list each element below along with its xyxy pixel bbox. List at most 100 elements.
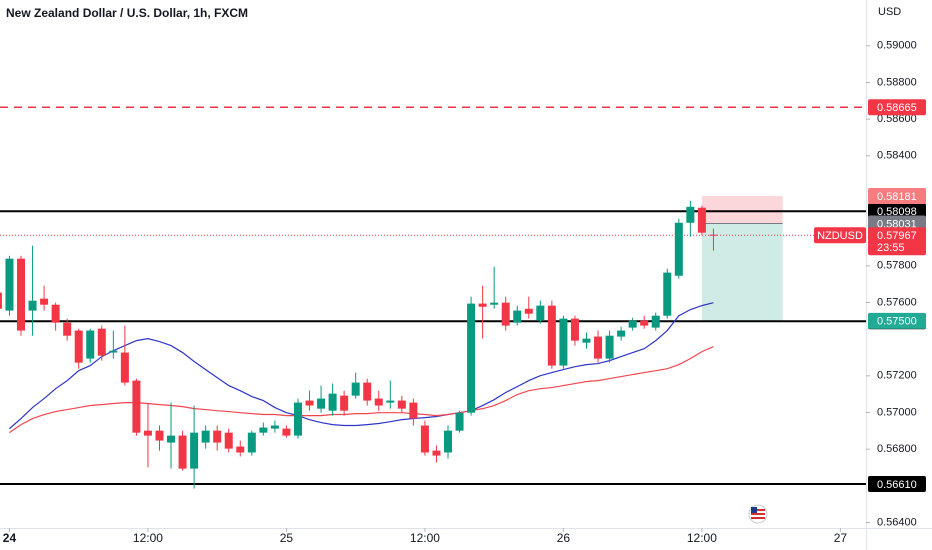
candle-body	[513, 310, 522, 323]
flag-canton	[751, 507, 757, 513]
plot-area	[0, 106, 866, 489]
candle-body	[455, 412, 464, 431]
candle-body	[570, 318, 579, 341]
flag-icon	[748, 504, 768, 524]
currency-label: USD	[878, 6, 901, 18]
candle-body	[628, 320, 637, 328]
candle-body	[409, 402, 418, 419]
candle-body	[167, 435, 176, 443]
flag-stripe	[751, 509, 765, 511]
symbol-tag	[814, 227, 866, 244]
candle-body	[547, 305, 556, 366]
candle-body	[74, 330, 83, 363]
x-tick-label: 24	[3, 531, 17, 545]
y-tick-label: 0.57600	[877, 296, 917, 308]
moving-average	[9, 346, 714, 434]
candle-body	[501, 302, 510, 326]
candle-body	[282, 428, 291, 436]
y-tick-label: 0.58600	[877, 113, 917, 125]
target-tag	[868, 312, 926, 329]
target-zone	[701, 223, 783, 321]
candle-body	[270, 425, 279, 429]
level-tag	[868, 99, 926, 116]
candle-body	[201, 430, 210, 443]
level-tag-label: 0.56610	[877, 479, 917, 491]
candle-body	[674, 222, 683, 276]
level-tag	[868, 476, 926, 492]
candle-body	[420, 425, 429, 453]
candle-body	[536, 305, 545, 321]
level-tag-label: 0.58098	[877, 206, 917, 218]
candle-body	[651, 315, 660, 328]
x-tick-label: 27	[834, 531, 848, 545]
chart-title: New Zealand Dollar / U.S. Dollar, 1h, FX…	[6, 6, 248, 20]
candle-body	[63, 322, 72, 336]
moving-average	[9, 302, 714, 430]
candle-body	[478, 303, 487, 307]
stop-tag-label: 0.58181	[877, 191, 917, 203]
candle-body	[293, 402, 302, 436]
candle-body	[178, 435, 187, 469]
symbol-label: NZDUSD	[817, 230, 863, 242]
candle-body	[363, 382, 372, 401]
last-price-tag	[868, 227, 926, 256]
y-tick-label: 0.57000	[877, 406, 917, 418]
candle-body	[247, 432, 256, 453]
stop-zone	[701, 195, 783, 224]
x-tick-label: 12:00	[410, 531, 440, 545]
candle-body	[155, 430, 164, 441]
countdown: 23:55	[877, 242, 905, 254]
candle-body	[709, 234, 718, 236]
candle-body	[17, 258, 26, 331]
candle-body	[86, 330, 95, 359]
y-tick-label: 0.57200	[877, 370, 917, 382]
x-tick-label: 25	[280, 531, 294, 545]
candle-body	[374, 398, 383, 406]
candle-body	[397, 400, 406, 409]
candle-body	[40, 298, 49, 305]
candle-body	[143, 430, 152, 436]
candle-body	[97, 328, 106, 356]
y-tick-label: 0.57800	[877, 260, 917, 272]
candle-body	[686, 206, 695, 223]
candle-body	[444, 430, 453, 453]
y-tick-label: 0.58800	[877, 76, 917, 88]
candle-body	[224, 432, 233, 449]
candle-body	[582, 338, 591, 343]
x-tick-label: 12:00	[687, 531, 717, 545]
last-price-label: 0.57967	[877, 230, 917, 242]
candle-body	[328, 393, 337, 411]
y-tick-label: 0.59000	[877, 40, 917, 52]
candle-body	[386, 400, 395, 403]
candle-body	[490, 302, 499, 305]
candle-body	[305, 400, 314, 406]
flag-stripe	[751, 513, 765, 515]
y-tick-label: 0.56400	[877, 516, 917, 528]
x-tick-label: 12:00	[133, 531, 163, 545]
candle-body	[524, 308, 533, 314]
stop-tag	[868, 187, 926, 204]
candle-body	[109, 350, 118, 353]
y-tick-label: 0.56800	[877, 443, 917, 455]
x-tick-label: 26	[557, 531, 571, 545]
candle-body	[467, 303, 476, 413]
candle-body	[132, 380, 141, 433]
candle-body	[213, 430, 222, 443]
candle-body	[317, 398, 326, 409]
candle-body	[0, 292, 2, 309]
candle-body	[559, 318, 568, 366]
level-tag-label: 0.58665	[877, 102, 917, 114]
target-tag-label: 0.57500	[877, 316, 917, 328]
flag-stripe	[751, 517, 765, 519]
candle-body	[340, 395, 349, 411]
candle-body	[663, 272, 672, 316]
candle-body	[351, 382, 360, 396]
candle-body	[640, 320, 649, 326]
candle-body	[259, 427, 268, 433]
candle-body	[697, 207, 706, 233]
candle-body	[617, 330, 626, 337]
candle-body	[605, 335, 614, 359]
candle-body	[236, 446, 245, 453]
candle-body	[51, 304, 60, 323]
